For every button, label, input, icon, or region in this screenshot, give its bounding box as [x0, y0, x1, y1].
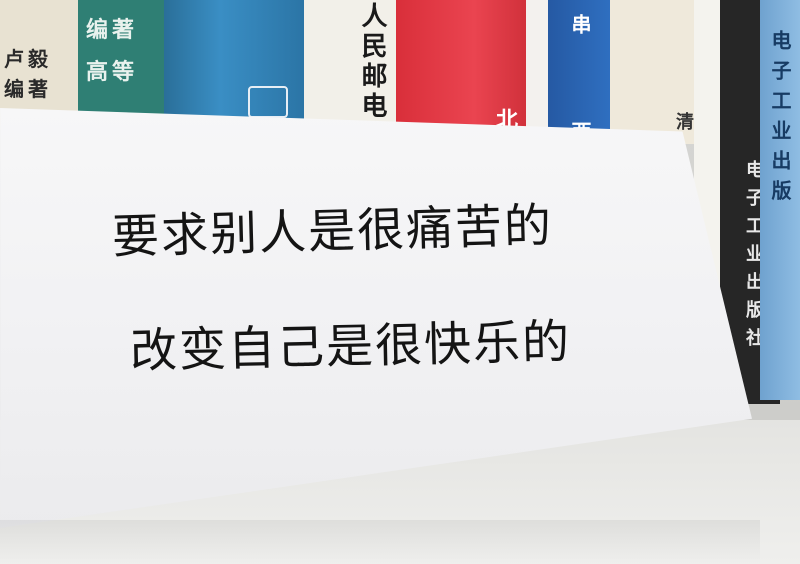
spine-text-1: 卢毅 编著 [4, 47, 52, 101]
spine-text-2: 编著 高等 [86, 18, 139, 85]
book-spine-11: 电子工业出版 [760, 0, 800, 400]
spine-text-8: 清 [673, 112, 694, 136]
spine-text-4: 人民邮电 [357, 2, 387, 122]
book-spine-3 [164, 0, 304, 126]
handwritten-line-2: 改变自己是很快乐的 [129, 314, 572, 379]
book-spine-6 [526, 0, 548, 136]
book-spine-1: 卢毅 编著 [0, 0, 78, 130]
spine-text-10: 电子工业出版社 [743, 160, 764, 356]
spine-text-11: 电子工业出版 [768, 30, 792, 210]
book-spine-7: 串 西南 [548, 0, 610, 140]
book-spine-2: 编著 高等 [78, 0, 164, 126]
spine-text-7: 串 西南 [568, 14, 592, 140]
handwritten-line-1: 要求别人是很痛苦的 [111, 198, 554, 265]
card-shadow [0, 520, 760, 564]
book-emblem-icon [248, 86, 288, 118]
book-spine-4: 人民邮电 [304, 0, 396, 132]
book-spine-5: 北 [396, 0, 526, 134]
book-spine-8: 清 [610, 0, 694, 144]
